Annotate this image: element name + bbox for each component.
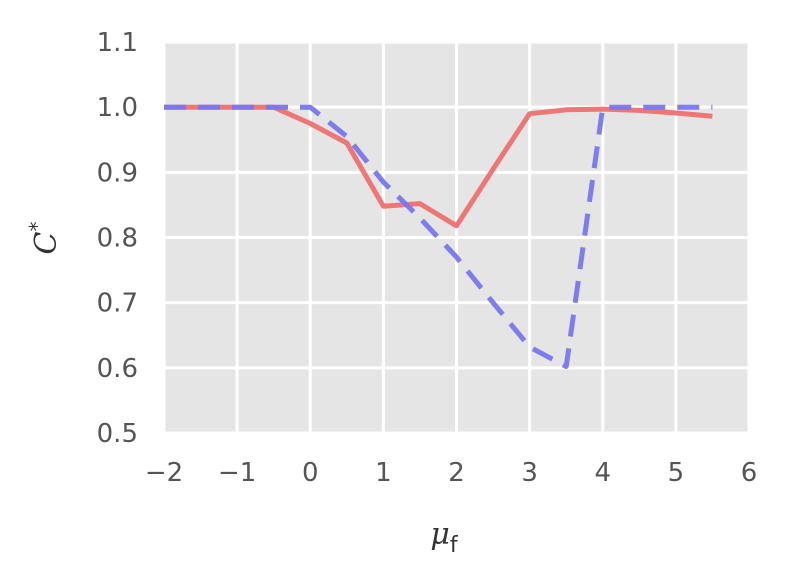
x-tick-label: −2 (145, 458, 183, 488)
x-axis-label-sub: f (450, 533, 459, 558)
x-tick-label: 1 (375, 458, 392, 488)
x-tick-label: 2 (448, 458, 465, 488)
series-line-solid (164, 104, 713, 229)
y-axis-label-main: C (29, 231, 64, 254)
y-tick-label: 0.6 (97, 354, 138, 384)
x-axis-label: μf (430, 517, 459, 558)
x-tick-label: 0 (302, 458, 319, 488)
x-axis-label-main: μ (430, 517, 450, 552)
x-tick-label: 4 (594, 458, 611, 488)
y-tick-label: 0.9 (97, 158, 138, 188)
y-tick-label: 1.1 (97, 28, 138, 58)
series-line-dashed (164, 104, 713, 369)
y-tick-label: 1.0 (97, 93, 138, 123)
y-tick-label: 0.7 (97, 289, 138, 319)
y-axis-label-sup: * (25, 222, 49, 232)
y-tick-label: 0.8 (97, 224, 138, 254)
y-axis-label: C* (25, 222, 64, 255)
x-tick-labels: −2 −1 0 1 2 3 4 5 6 (145, 458, 757, 488)
x-tick-label: −1 (218, 458, 256, 488)
x-tick-label: 5 (668, 458, 685, 488)
x-tick-label: 3 (521, 458, 538, 488)
y-tick-labels: 0.5 0.6 0.7 0.8 0.9 1.0 1.1 (97, 28, 138, 449)
x-tick-label: 6 (741, 458, 758, 488)
series-layer (164, 104, 713, 369)
y-tick-label: 0.5 (97, 419, 138, 449)
